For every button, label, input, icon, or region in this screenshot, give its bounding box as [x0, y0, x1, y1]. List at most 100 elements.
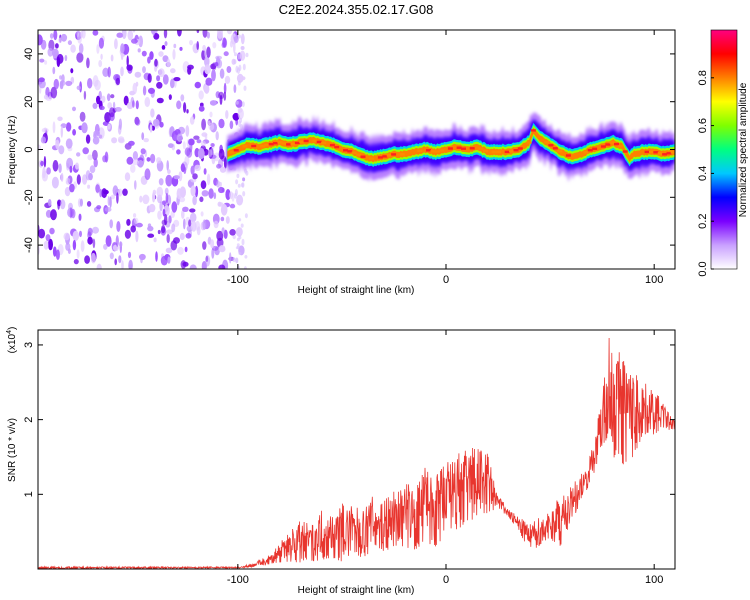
noise-speckle [244, 213, 248, 219]
noise-speckle [84, 255, 90, 264]
noise-speckle [166, 160, 169, 172]
noise-speckle [200, 180, 207, 190]
noise-speckle [140, 148, 146, 155]
noise-speckle [233, 84, 237, 93]
noise-speckle [223, 51, 229, 57]
noise-speckle [43, 127, 47, 133]
noise-speckle [211, 245, 219, 251]
ridge-peak [530, 129, 536, 132]
noise-speckle [154, 58, 158, 67]
noise-speckle [186, 109, 189, 114]
noise-speckle [109, 196, 112, 208]
noise-speckle [60, 125, 63, 138]
noise-speckle [118, 255, 122, 264]
noise-speckle [64, 186, 71, 197]
noise-speckle [205, 255, 211, 267]
snr-axes-frame [37, 329, 676, 570]
noise-speckle [82, 147, 89, 155]
noise-speckle [202, 219, 207, 230]
noise-speckle [200, 211, 204, 217]
snr-x-tick-label: -100 [227, 574, 249, 586]
noise-speckle [144, 96, 151, 108]
noise-speckle [173, 77, 181, 82]
noise-speckle [147, 225, 154, 232]
noise-speckle [103, 243, 108, 250]
noise-speckle [153, 33, 160, 40]
noise-speckle [220, 204, 228, 216]
noise-speckle [126, 102, 134, 110]
noise-speckle [232, 32, 236, 38]
noise-speckle [56, 56, 61, 68]
noise-speckle [243, 85, 247, 91]
noise-speckle [210, 239, 215, 249]
noise-speckle [235, 227, 243, 237]
noise-speckle [55, 249, 60, 260]
noise-speckle [237, 67, 240, 74]
noise-speckle [184, 147, 191, 157]
ridge-peak [517, 147, 523, 150]
noise-speckle [210, 143, 215, 147]
noise-speckle [241, 182, 245, 188]
snr-multiplier: (x104) [6, 327, 18, 354]
noise-speckle [134, 71, 142, 78]
noise-speckle [87, 78, 93, 89]
ridge-peak [321, 141, 327, 145]
noise-speckle [238, 34, 241, 39]
noise-speckle [46, 167, 51, 175]
noise-speckle [177, 30, 182, 37]
noise-speckle [158, 51, 164, 57]
noise-speckle [142, 194, 150, 205]
noise-speckle [216, 230, 224, 241]
noise-speckle [158, 178, 164, 186]
noise-speckle [184, 246, 188, 253]
noise-speckle [167, 256, 171, 264]
noise-speckle [232, 112, 240, 121]
noise-speckle [147, 233, 155, 238]
noise-speckle [237, 183, 241, 188]
noise-speckle [209, 111, 213, 118]
noise-speckle [204, 56, 210, 67]
ridge-peak [294, 141, 300, 145]
ridge-peak [360, 155, 366, 158]
noise-speckle [63, 232, 70, 241]
ridge-peak [281, 142, 287, 145]
noise-speckle [149, 51, 154, 60]
noise-speckle [121, 260, 124, 269]
ridge-peak [496, 150, 501, 154]
ridge-peak [439, 149, 445, 152]
noise-speckle [141, 132, 145, 141]
noise-speckle [202, 30, 208, 38]
noise-speckle [156, 157, 162, 164]
noise-speckle [93, 133, 96, 139]
frequency-ridge [227, 112, 675, 183]
ridge-peak [600, 145, 606, 148]
noise-speckle [118, 118, 122, 130]
noise-speckle [94, 79, 101, 91]
noise-speckle [243, 266, 247, 269]
noise-speckle [216, 180, 220, 188]
noise-speckle [78, 213, 82, 221]
noise-speckle [242, 191, 246, 197]
noise-speckle [236, 243, 240, 247]
noise-speckle [78, 43, 84, 54]
noise-speckle [165, 229, 173, 235]
noise-speckle [151, 125, 155, 131]
noise-speckle [124, 229, 131, 239]
noise-speckle [168, 94, 172, 100]
noise-speckle [170, 78, 175, 89]
noise-speckle [52, 160, 59, 172]
noise-speckle [81, 122, 88, 134]
noise-speckle [118, 241, 123, 247]
noise-speckle [162, 208, 166, 217]
noise-speckle [142, 85, 147, 96]
noise-speckle [201, 132, 208, 137]
noise-speckle [171, 223, 176, 233]
noise-speckle [166, 233, 170, 244]
heatmap-xlabel: Height of straight line (km) [298, 285, 415, 296]
noise-speckle [211, 248, 215, 259]
noise-speckle [176, 133, 183, 142]
noise-speckle [138, 35, 143, 48]
noise-speckle [53, 78, 59, 90]
noise-speckle [171, 130, 179, 142]
noise-speckle [210, 147, 214, 156]
